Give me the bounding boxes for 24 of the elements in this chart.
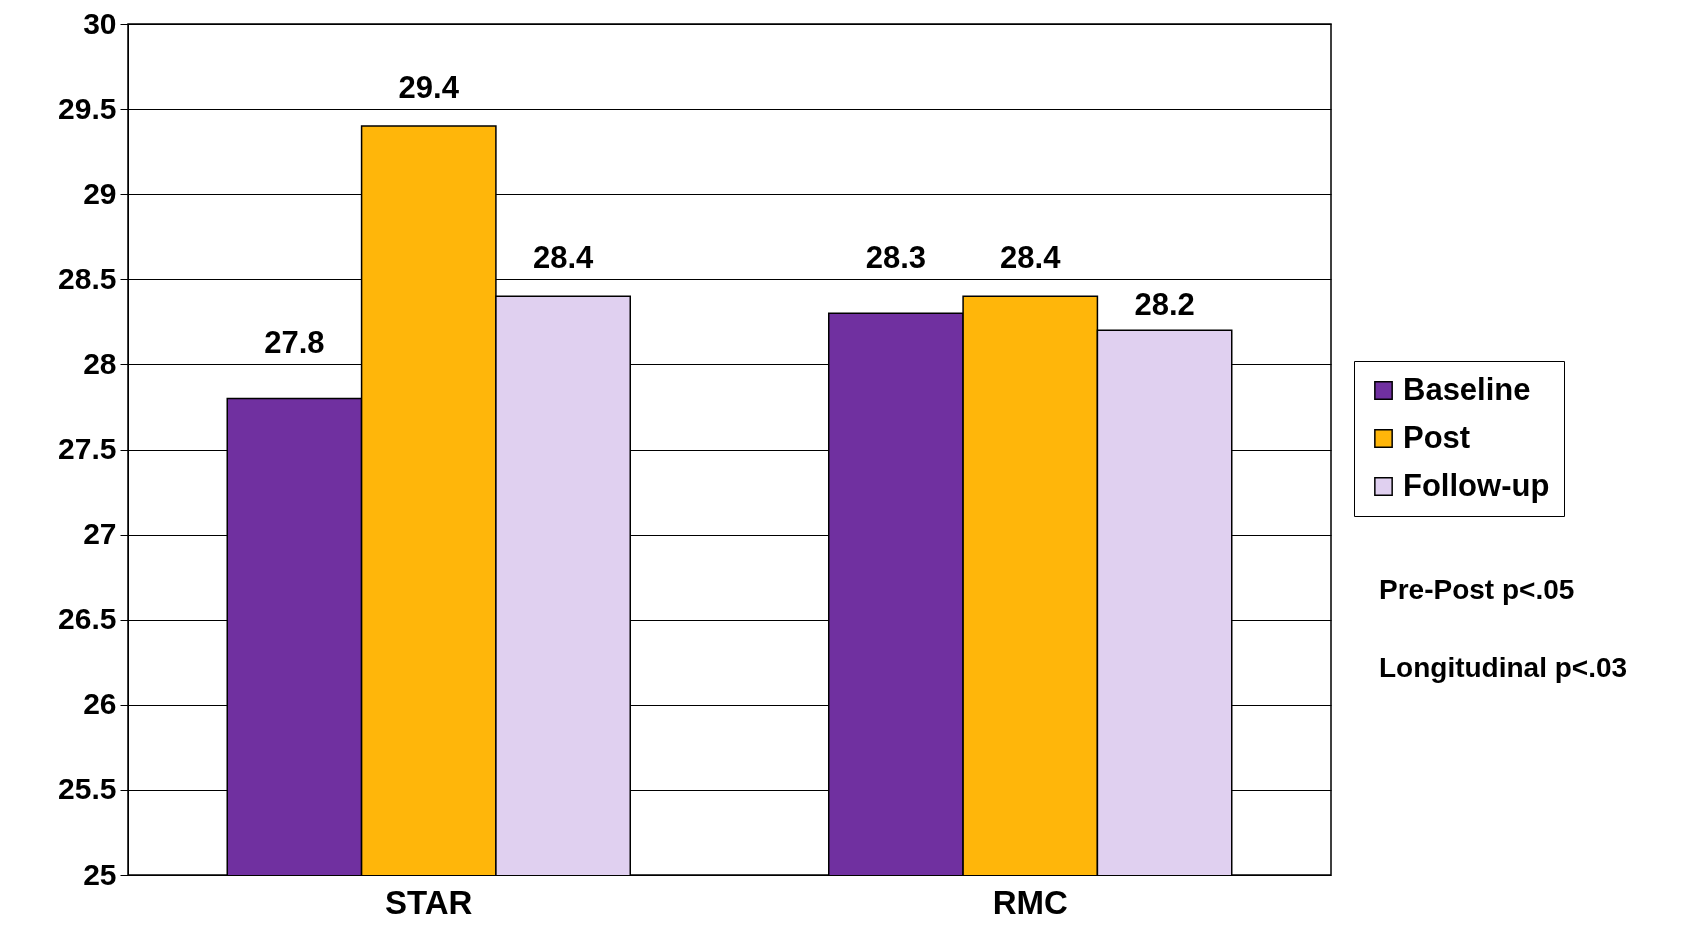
legend-label: Follow-up bbox=[1403, 467, 1550, 503]
y-tick-label: 29.5 bbox=[58, 91, 117, 125]
x-tick-label: RMC bbox=[992, 883, 1068, 921]
y-tick-label: 29 bbox=[83, 176, 117, 210]
data-label: 29.4 bbox=[398, 70, 460, 106]
legend-label: Baseline bbox=[1403, 371, 1531, 407]
y-tick-label: 28 bbox=[83, 346, 117, 380]
text: Pre-Post p<.05 bbox=[1379, 574, 1575, 605]
y-tick-label: 26 bbox=[83, 687, 117, 721]
data-label: 28.2 bbox=[1134, 287, 1195, 323]
y-tick-label: 28.5 bbox=[58, 261, 117, 295]
text: Longitudinal p<.03 bbox=[1379, 652, 1628, 683]
y-tick-label: 26.5 bbox=[58, 602, 117, 636]
data-label: 27.8 bbox=[264, 325, 325, 361]
legend-label: Post bbox=[1403, 419, 1471, 455]
y-tick-label: 27.5 bbox=[58, 432, 117, 465]
y-tick-label: 25 bbox=[83, 857, 117, 891]
y-tick-label: 30 bbox=[83, 6, 117, 40]
x-tick-label: STAR bbox=[385, 883, 473, 921]
data-label: 28.3 bbox=[865, 240, 927, 276]
y-tick-label: 25.5 bbox=[58, 772, 117, 806]
data-label: 28.4 bbox=[532, 240, 595, 276]
y-tick-label: 27 bbox=[83, 517, 117, 551]
data-label: 28.4 bbox=[1000, 240, 1062, 276]
